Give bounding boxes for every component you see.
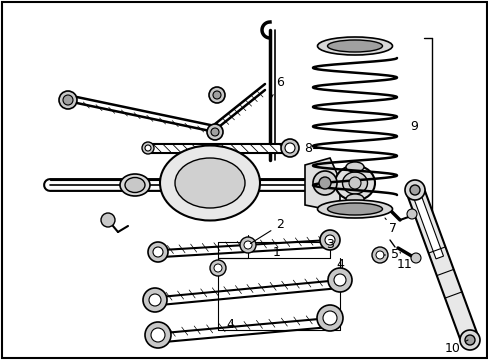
Circle shape	[149, 294, 161, 306]
Circle shape	[323, 311, 336, 325]
Text: 11: 11	[396, 252, 412, 271]
Ellipse shape	[317, 200, 392, 218]
Circle shape	[148, 242, 168, 262]
Circle shape	[464, 335, 474, 345]
Ellipse shape	[342, 172, 367, 194]
Circle shape	[312, 171, 336, 195]
Circle shape	[316, 305, 342, 331]
Circle shape	[459, 330, 479, 350]
Circle shape	[210, 128, 219, 136]
Text: 1: 1	[272, 246, 281, 258]
Polygon shape	[410, 189, 443, 259]
Text: 10: 10	[444, 340, 467, 355]
Circle shape	[410, 253, 420, 263]
Circle shape	[153, 247, 163, 257]
Text: 6: 6	[271, 77, 284, 98]
Polygon shape	[406, 187, 477, 343]
Ellipse shape	[125, 177, 145, 193]
Circle shape	[59, 91, 77, 109]
Circle shape	[240, 237, 256, 253]
Circle shape	[151, 328, 164, 342]
Circle shape	[142, 142, 154, 154]
Text: 9: 9	[409, 121, 417, 134]
Circle shape	[319, 230, 339, 250]
Circle shape	[214, 264, 222, 272]
Circle shape	[327, 268, 351, 292]
Circle shape	[325, 235, 334, 245]
Circle shape	[63, 95, 73, 105]
Text: 2: 2	[250, 219, 284, 243]
Circle shape	[404, 180, 424, 200]
Text: 7: 7	[384, 218, 396, 234]
Circle shape	[371, 247, 387, 263]
Circle shape	[244, 241, 251, 249]
Circle shape	[406, 209, 416, 219]
Circle shape	[208, 87, 224, 103]
Circle shape	[142, 288, 167, 312]
Circle shape	[318, 177, 330, 189]
Circle shape	[213, 91, 221, 99]
Ellipse shape	[346, 194, 363, 204]
Ellipse shape	[160, 145, 260, 220]
Text: 3: 3	[325, 238, 333, 252]
Ellipse shape	[327, 40, 382, 52]
Ellipse shape	[327, 203, 382, 215]
Text: 5: 5	[383, 248, 398, 261]
Circle shape	[333, 274, 346, 286]
Circle shape	[206, 124, 223, 140]
Circle shape	[145, 145, 151, 151]
Circle shape	[375, 251, 383, 259]
Circle shape	[409, 185, 419, 195]
Ellipse shape	[317, 37, 392, 55]
Polygon shape	[305, 158, 339, 210]
Circle shape	[281, 139, 298, 157]
Circle shape	[209, 260, 225, 276]
Circle shape	[101, 213, 115, 227]
Ellipse shape	[348, 177, 360, 189]
Text: 8: 8	[304, 141, 311, 154]
Ellipse shape	[120, 174, 150, 196]
Ellipse shape	[175, 158, 244, 208]
Circle shape	[145, 322, 171, 348]
Ellipse shape	[334, 166, 374, 201]
Text: 4: 4	[335, 258, 343, 271]
Ellipse shape	[346, 162, 363, 172]
Circle shape	[285, 143, 294, 153]
Text: 4: 4	[225, 319, 233, 332]
